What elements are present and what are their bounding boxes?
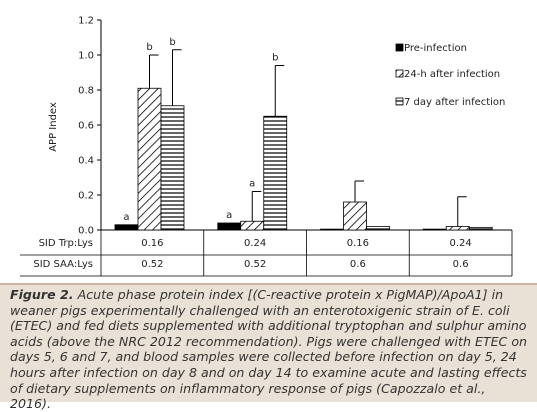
table-cell: 0.16 [347, 238, 369, 249]
significance-label: a [226, 210, 232, 221]
bar [320, 228, 344, 231]
y-tick-label: 0.0 [78, 226, 94, 237]
legend-swatch [395, 97, 404, 106]
bar [240, 220, 265, 231]
figure-caption: Figure 2. Acute phase protein index [(C-… [0, 283, 537, 411]
table-cell: 0.52 [244, 259, 266, 270]
table-cell: 0.52 [141, 259, 163, 270]
table-row-label: SID Trp:Lys [39, 238, 93, 249]
bar [366, 226, 390, 231]
table-cell: 0.24 [244, 238, 266, 249]
y-tick-label: 0.4 [78, 156, 94, 167]
y-tick-label: 0.8 [78, 86, 94, 97]
table-row-label: SID SAA:Lys [33, 259, 93, 270]
bar [160, 105, 185, 231]
significance-label: b [146, 42, 152, 53]
bar [422, 228, 447, 231]
app-index-chart: 0.0 0.2 0.4 0.6 0.8 1.0 1.2 APP Index a a b a b b Pr… [20, 16, 513, 277]
bar [137, 87, 162, 231]
table-cell: 0.16 [141, 238, 163, 249]
legend-swatch [395, 69, 404, 78]
bar [468, 226, 493, 231]
legend-label: Pre-infection [404, 43, 467, 54]
legend-label: 7 day after infection [404, 97, 505, 108]
bar [343, 201, 367, 231]
table-cell: 0.6 [453, 259, 469, 270]
y-tick-label: 1.0 [78, 51, 94, 62]
bar [114, 224, 139, 231]
bar [217, 222, 242, 231]
y-tick-label: 0.6 [78, 121, 94, 132]
caption-text: Acute phase protein index [(C-reactive p… [10, 287, 528, 412]
bar [445, 226, 470, 231]
significance-label: b [169, 37, 175, 48]
chart-area: 0.0 0.2 0.4 0.6 0.8 1.0 1.2 APP Index a a b a b b Pr… [20, 15, 513, 277]
significance-label: a [249, 179, 255, 190]
y-tick-label: 1.2 [78, 16, 94, 27]
y-tick-label: 0.2 [78, 191, 94, 202]
figure-label: Figure 2. [10, 287, 74, 302]
table-cell: 0.6 [350, 259, 366, 270]
legend-swatch [395, 43, 404, 52]
significance-label: b [272, 53, 278, 64]
table-cell: 0.24 [449, 238, 471, 249]
bar [263, 115, 288, 231]
y-axis-label: APP Index [48, 102, 59, 152]
legend-label: 24-h after infection [404, 69, 500, 80]
significance-label: a [123, 212, 129, 223]
